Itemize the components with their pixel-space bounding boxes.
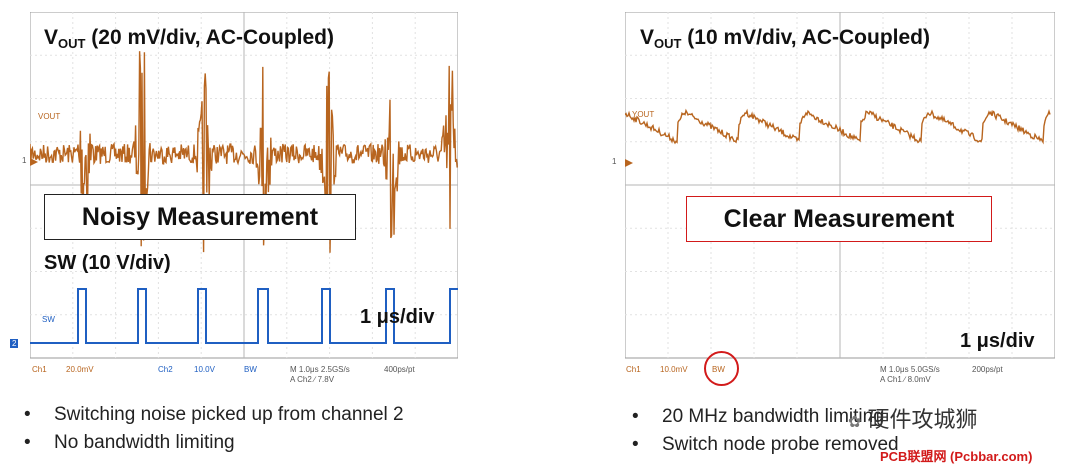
left-status-ch2: Ch2 [158, 365, 173, 374]
left-status-ch1-scale: 20.0mV [66, 365, 94, 374]
watermark-logo: ✿ 硬件攻城狮 [848, 407, 978, 432]
right-status-res: 200ps/pt [972, 365, 1003, 374]
left-scope [30, 12, 458, 368]
list-item: Switch node probe removed [620, 431, 899, 459]
left-scope-plot [30, 12, 458, 359]
left-trace2-label: SW [42, 315, 55, 324]
right-trace1-label: YOUT [632, 110, 655, 119]
clear-measurement-label: Clear Measurement [686, 196, 992, 242]
right-ch1-marker-arrow [625, 159, 633, 167]
left-scope-title: VOUT (20 mV/div, AC-Coupled) [44, 26, 334, 51]
left-ch2-marker: 2 [10, 339, 19, 348]
watermark-text: PCB联盟网 (Pcbbar.com) [880, 449, 1033, 464]
right-status-trig: A Ch1 ∕ 8.0mV [880, 375, 931, 384]
left-trace1-label: VOUT [38, 112, 61, 121]
right-bullet-list: 20 MHz bandwidth limiting Switch node pr… [620, 403, 899, 459]
list-item: No bandwidth limiting [12, 429, 404, 457]
left-bullet-list: Switching noise picked up from channel 2… [12, 401, 404, 457]
wechat-icon: ✿ [848, 414, 862, 431]
right-scope-title: VOUT (10 mV/div, AC-Coupled) [640, 26, 930, 51]
right-scope [625, 12, 1055, 368]
noisy-measurement-label: Noisy Measurement [44, 194, 356, 240]
left-status-ch2-scale: 10.0V [194, 365, 215, 374]
right-status-ch1: Ch1 [626, 365, 641, 374]
list-item: 20 MHz bandwidth limiting [620, 403, 899, 431]
left-status-ch1: Ch1 [32, 365, 47, 374]
ch1-marker-arrow [30, 158, 38, 166]
list-item: Switching noise picked up from channel 2 [12, 401, 404, 429]
left-ch1-marker: 1 [22, 156, 27, 165]
left-status-bw: BW [244, 365, 257, 374]
right-timebase: 1 μs/div [960, 330, 1035, 352]
right-ch1-marker: 1 [612, 157, 617, 166]
right-status-acq: M 1.0μs 5.0GS/s [880, 365, 940, 374]
sw-scale-label: SW (10 V/div) [44, 252, 171, 274]
right-scope-plot [625, 12, 1055, 359]
left-status-res: 400ps/pt [384, 365, 415, 374]
left-status-trig: A Ch2 ∕ 7.8V [290, 375, 335, 384]
right-status-ch1-scale: 10.0mV [660, 365, 688, 374]
left-timebase: 1 μs/div [360, 306, 435, 328]
left-status-acq: M 1.0μs 2.5GS/s [290, 365, 350, 374]
bw-highlight-circle [704, 351, 739, 386]
